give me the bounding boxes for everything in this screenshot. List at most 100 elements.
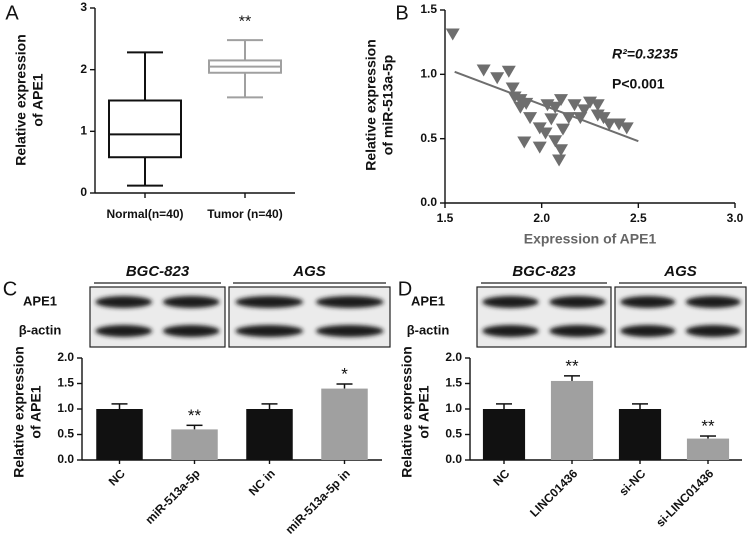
point [505,82,520,95]
x-tick-label: si-LINC01436 [653,466,716,529]
x-tick-label: NC [490,466,512,488]
y-tick-label: 0.5 [420,131,437,145]
blot-band [620,325,676,337]
annotation: P<0.001 [612,76,665,92]
panel-letter: D [398,278,412,300]
point [517,136,532,149]
point [590,99,605,112]
bar [96,409,143,460]
x-tick-label: Tumor (n=40) [207,207,282,221]
fit-line [454,70,639,143]
point [561,112,576,125]
panel-letter: B [395,2,408,24]
y-axis-label: Relative expressionof miR-513a-5p [362,39,395,171]
blot-band [95,325,153,337]
blot-band [482,296,539,308]
x-tick-label: NC [106,466,128,488]
blot-band [482,325,539,337]
blot-group-label: AGS [292,263,326,280]
y-axis-label-line: Relative expression [12,34,28,166]
y-axis-label-line: of APE1 [29,73,45,126]
point [544,113,559,126]
y-tick-label: 1.5 [445,376,462,390]
blot-band [685,296,741,308]
point [567,99,582,112]
blot-band [685,325,741,337]
point [554,144,568,157]
x-tick-label: 3.0 [727,211,744,225]
point [501,65,516,78]
y-axis-label: Relative expressionof APE1 [10,346,43,478]
y-tick-label: 2 [80,62,87,76]
blot-band [235,296,304,308]
blot-band [162,296,220,308]
y-tick-label: 1.0 [57,401,74,415]
blot-group-label: BGC-823 [126,263,190,280]
point [555,123,570,136]
point [548,135,563,148]
blot-panel [89,286,226,348]
x-tick-label: 2.5 [630,211,647,225]
y-tick-label: 3 [80,0,87,14]
x-tick-label: Normal(n=40) [106,207,183,221]
point [523,112,538,125]
blot-band [315,325,384,337]
y-tick-label: 2.0 [57,350,74,364]
blot-group-label: AGS [663,263,697,280]
y-axis-label: Relative expressionof APE1 [12,34,45,166]
y-axis-label-line: of APE1 [415,385,431,438]
y-axis-label-line: Relative expression [10,346,26,478]
blot-panel [228,286,391,348]
blot-row-label: β-actin [19,322,62,337]
y-axis-label: Relative expressionof APE1 [398,346,431,478]
point [577,104,592,117]
bar [246,409,293,460]
bar [482,409,526,460]
x-tick-label: si-NC [616,466,648,498]
panel-letter: A [5,2,19,24]
blot-band [235,325,304,337]
point [532,141,547,154]
blot-group-label: BGC-823 [512,263,576,280]
significance: ** [188,406,202,425]
blot-row-label: APE1 [411,293,445,308]
bar [321,388,368,460]
point [538,127,553,140]
x-tick-label: LINC01436 [527,466,581,520]
y-tick-label: 1.0 [445,401,462,415]
box [108,99,182,159]
x-tick-label: miR-513a-5p [142,466,202,526]
point [490,72,505,85]
x-tick-label: 1.5 [437,211,454,225]
y-tick-label: 1.0 [420,67,437,81]
significance: ** [565,356,579,375]
x-tick-label: NC in [246,466,278,498]
y-tick-label: 0 [80,185,87,199]
point [540,99,555,112]
y-tick-label: 0.0 [420,195,437,209]
point [445,28,460,41]
point [476,64,491,77]
annotation: R²=0.3235 [612,46,678,62]
point [590,109,605,122]
blot-panel [614,286,747,348]
panel-letter: C [3,278,17,300]
bar [550,380,594,460]
blot-band [162,325,220,337]
point [602,118,617,131]
blot-row-label: APE1 [23,293,57,308]
y-tick-label: 0.5 [57,427,74,441]
blot-band [549,296,606,308]
bar [686,438,730,460]
bar [171,429,218,460]
y-tick-label: 0.0 [445,452,462,466]
x-tick-label: 2.0 [533,211,550,225]
y-axis-label-line: Relative expression [398,346,414,478]
point [513,101,528,114]
blot-band [620,296,676,308]
blot-row-label: β-actin [407,322,450,337]
blot-band [315,296,384,308]
y-tick-label: 1 [80,124,87,138]
x-tick-label: miR-513a-5p in [283,466,353,536]
